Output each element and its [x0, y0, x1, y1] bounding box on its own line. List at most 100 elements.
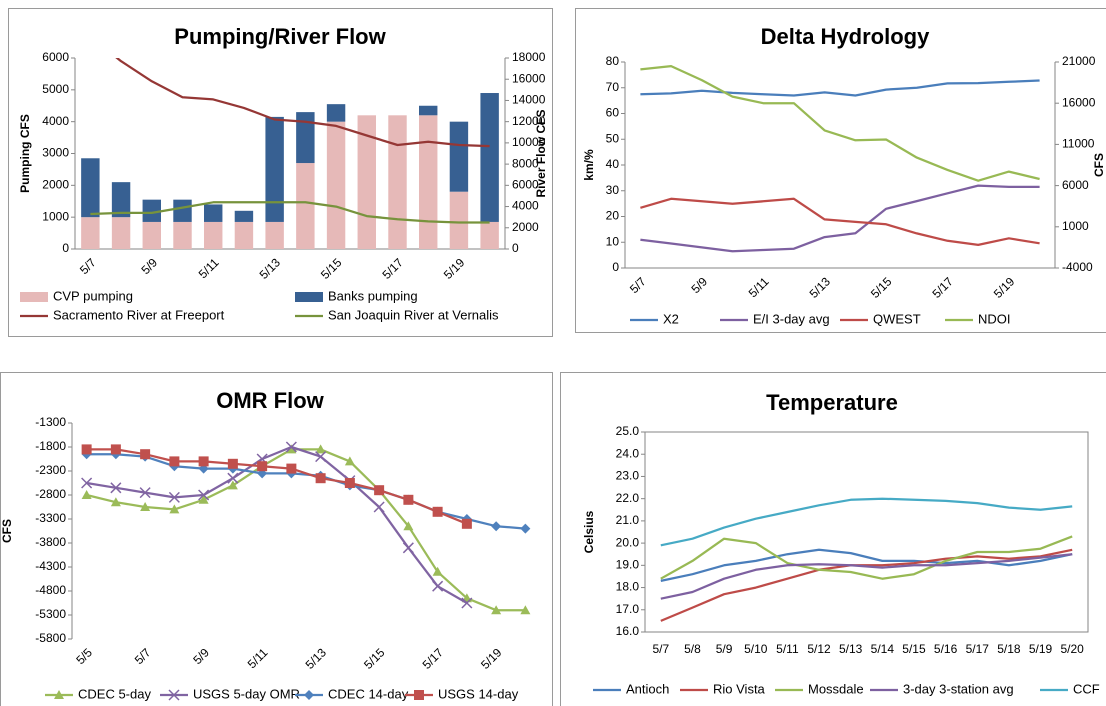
- point-marker: [198, 456, 209, 467]
- y-tick-label: 20.0: [616, 535, 640, 549]
- x-tick-label: 5/16: [934, 642, 958, 656]
- point-marker: [374, 485, 385, 496]
- legend-label: Rio Vista: [713, 681, 766, 696]
- y2-tick-label: 18000: [512, 50, 546, 64]
- x-tick-label: 5/17: [420, 645, 447, 672]
- x-tick-label: 5/19: [1029, 642, 1053, 656]
- bar: [173, 221, 192, 249]
- y-tick-label: -4300: [35, 559, 66, 573]
- point-marker: [81, 477, 93, 489]
- y2-tick-label: 8000: [512, 156, 539, 170]
- x-tick-label: 5/11: [245, 645, 271, 671]
- y-tick-label: 18.0: [616, 580, 640, 594]
- x-tick-label: 5/13: [839, 642, 863, 656]
- point-marker: [520, 605, 531, 615]
- bar: [480, 221, 499, 249]
- x-tick-label: 5/15: [318, 255, 345, 282]
- x-tick-label: 5/11: [196, 255, 222, 281]
- x-tick-label: 5/7: [627, 274, 649, 296]
- legend-swatch: [20, 292, 48, 302]
- legend-label: E/I 3-day avg: [753, 311, 830, 326]
- y2-tick-label: 6000: [1062, 178, 1089, 192]
- line-series: [115, 58, 490, 148]
- point-marker: [491, 521, 502, 532]
- y-tick-label: -1800: [35, 439, 66, 453]
- y-tick-label: 0: [62, 241, 69, 255]
- bar: [234, 210, 254, 222]
- x-tick-label: 5/17: [929, 274, 956, 301]
- point-marker: [227, 472, 239, 484]
- y-axis-label: Celsius: [582, 510, 596, 553]
- marker-stroke: [227, 472, 239, 484]
- y-tick-label: 80: [606, 54, 620, 68]
- y-tick-label: 19.0: [616, 558, 640, 572]
- point-marker: [198, 489, 210, 501]
- plot-area: [81, 58, 499, 249]
- x-tick-label: 5/7: [652, 642, 669, 656]
- line-series: [640, 79, 1040, 97]
- y-tick-label: 4000: [42, 114, 69, 128]
- legend-marker: [304, 690, 314, 700]
- y-tick-label: -5800: [35, 631, 66, 645]
- y-tick-label: 20: [606, 209, 620, 223]
- legend-label: Mossdale: [808, 681, 864, 696]
- bar: [419, 105, 438, 116]
- x-tick-label: 5/7: [77, 255, 99, 277]
- point-marker: [140, 502, 151, 511]
- marker-stroke: [373, 501, 385, 513]
- x-tick-label: 5/11: [746, 274, 772, 300]
- y-axis-label: Pumping CFS: [18, 114, 32, 193]
- plot-area: [81, 441, 531, 615]
- panel-frame: [0, 372, 553, 706]
- plot-area: [660, 497, 1073, 622]
- line-series: [640, 64, 1040, 182]
- y-tick-label: 23.0: [616, 469, 640, 483]
- y2-tick-label: -4000: [1062, 260, 1093, 274]
- point-marker: [461, 597, 473, 609]
- y2-tick-label: 2000: [512, 220, 539, 234]
- x-tick-label: 5/13: [303, 645, 330, 672]
- y-tick-label: 50: [606, 131, 620, 145]
- marker-stroke: [198, 489, 210, 501]
- y-tick-label: 1000: [42, 209, 69, 223]
- legend-swatch: [295, 292, 323, 302]
- y2-tick-label: 1000: [1062, 219, 1089, 233]
- y2-axis-label: CFS: [1092, 153, 1106, 177]
- legend-marker: [168, 689, 180, 701]
- y-tick-label: 17.0: [616, 602, 640, 616]
- legend-label: 3-day 3-station avg: [903, 681, 1014, 696]
- bar: [419, 115, 438, 249]
- x-tick-label: 5/12: [807, 642, 831, 656]
- bar: [265, 116, 284, 222]
- marker-stroke: [110, 482, 122, 494]
- y-tick-label: 5000: [42, 82, 69, 96]
- plot-frame: [644, 431, 1089, 633]
- line-series: [660, 553, 1073, 600]
- y2-tick-label: 6000: [512, 178, 539, 192]
- point-marker: [81, 444, 92, 455]
- legend-label: USGS 14-day: [438, 686, 519, 701]
- bar: [81, 217, 100, 249]
- point-marker: [432, 506, 443, 517]
- point-marker: [286, 463, 297, 474]
- panel-frame: [8, 8, 553, 337]
- point-marker: [110, 497, 121, 507]
- plot-area: [640, 64, 1040, 253]
- legend-label: CCF: [1073, 681, 1100, 696]
- point-marker: [344, 478, 355, 488]
- bar: [204, 221, 223, 249]
- y-tick-label: 24.0: [616, 446, 640, 460]
- x-tick-label: 5/9: [716, 642, 733, 656]
- x-tick-label: 5/11: [776, 642, 799, 656]
- x-tick-label: 5/19: [441, 255, 468, 282]
- point-marker: [432, 580, 444, 592]
- legend-label: Sacramento River at Freeport: [53, 307, 225, 322]
- y2-tick-label: 10000: [512, 135, 546, 149]
- x-tick-label: 5/10: [744, 642, 768, 656]
- x-tick-label: 5/8: [684, 642, 701, 656]
- panel-frame: [560, 372, 1106, 706]
- bar: [234, 221, 254, 249]
- chart-title: Temperature: [766, 390, 898, 415]
- bar: [111, 182, 131, 218]
- y-tick-label: 40: [606, 157, 620, 171]
